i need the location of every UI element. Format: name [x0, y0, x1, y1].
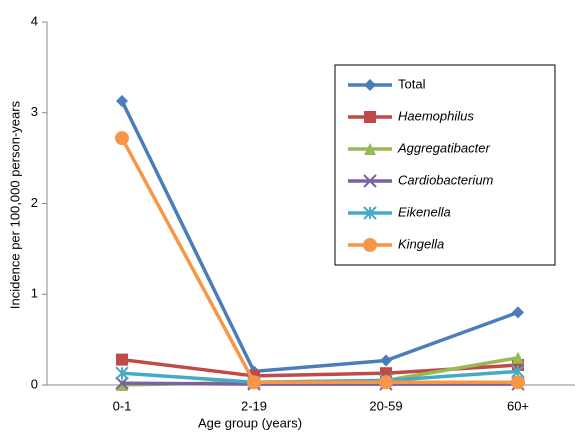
- legend-label: Aggregatibacter: [397, 140, 490, 155]
- marker: [511, 375, 525, 390]
- marker: [363, 206, 377, 220]
- marker: [363, 238, 377, 252]
- line: [121, 381, 518, 386]
- x-tick-label: 0-1: [113, 398, 132, 413]
- legend-label: Haemophilus: [398, 108, 474, 123]
- line: [120, 100, 519, 374]
- marker: [363, 174, 377, 188]
- marker: [116, 379, 128, 391]
- y-tick-label: 2: [31, 195, 38, 210]
- marker: [247, 375, 261, 390]
- marker: [512, 306, 524, 319]
- marker: [115, 376, 129, 390]
- legend-label: Kingella: [398, 236, 444, 251]
- legend-label: Eikenella: [398, 204, 451, 219]
- x-tick-label: 20-59: [369, 398, 402, 413]
- legend-box: [334, 64, 556, 266]
- y-tick-label: 3: [31, 104, 38, 119]
- marker: [364, 111, 376, 123]
- marker: [380, 354, 392, 367]
- marker: [364, 143, 376, 155]
- marker: [115, 366, 129, 380]
- x-axis-label: Age group (years): [198, 415, 302, 430]
- x-tick-label: 2-19: [241, 398, 267, 413]
- legend-label: Cardiobacterium: [398, 172, 494, 187]
- y-tick-label: 1: [31, 286, 38, 301]
- legend-label: Total: [398, 76, 426, 91]
- marker: [364, 79, 376, 91]
- marker: [379, 375, 393, 390]
- marker: [116, 94, 128, 107]
- x-tick-label: 60+: [507, 398, 529, 413]
- y-tick-label: 0: [31, 376, 38, 391]
- y-axis-label: Incidence per 100,000 person-years: [7, 100, 22, 309]
- marker: [512, 351, 524, 364]
- marker: [116, 353, 128, 366]
- y-tick-label: 4: [31, 13, 38, 28]
- line: [120, 137, 518, 385]
- marker: [115, 131, 129, 146]
